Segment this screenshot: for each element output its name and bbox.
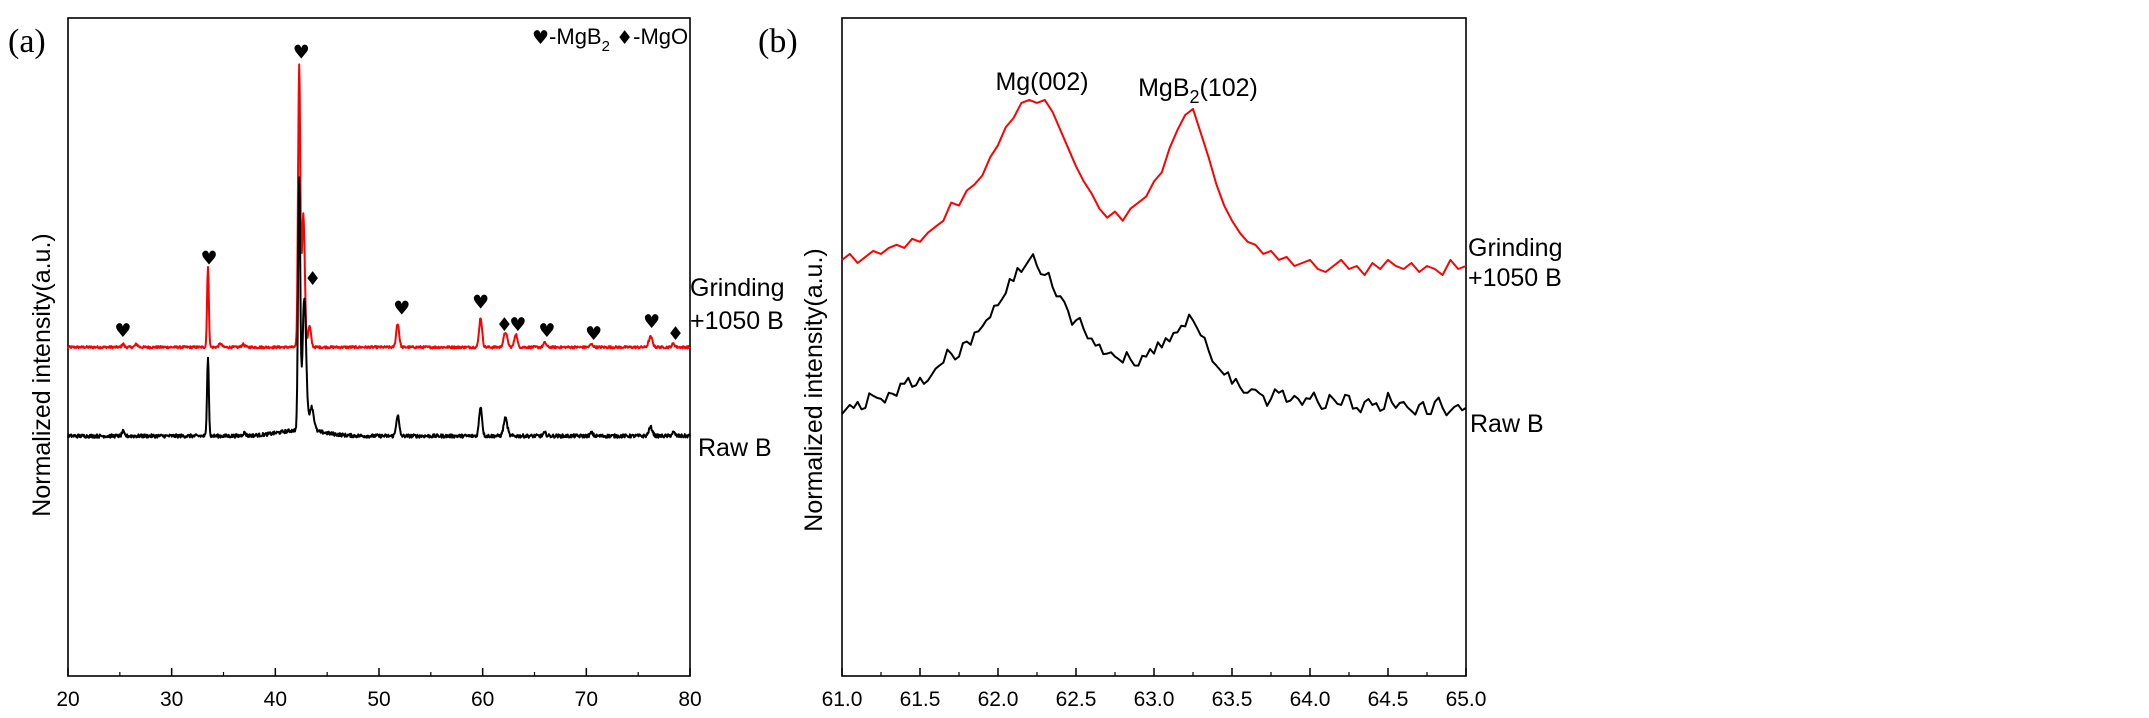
panel-b-label: (b) (758, 23, 798, 60)
panel-b-plot-frame (841, 17, 1467, 677)
x-tick-label: 64.5 (1368, 688, 1409, 711)
heart-icon: ♥ (293, 42, 310, 64)
diamond-icon: ♦ (616, 27, 633, 49)
x-tick-label: 63.0 (1134, 688, 1175, 711)
series-label-raw: Raw B (698, 434, 772, 462)
series-line-grinding (841, 98, 1467, 276)
panel-a-peak-markers: ♥♥♥♦♥ ♥♦♥ ♥ ♥♥♦ (114, 42, 684, 345)
x-tick-label: 40 (264, 688, 287, 711)
x-tick-label: 60 (471, 688, 494, 711)
annotation-mg002: Mg(002) (995, 68, 1088, 96)
heart-icon: ♥ (532, 27, 549, 49)
diamond-icon: ♦ (667, 323, 684, 345)
panel-b-ylabel: Normalized intensity(a.u.) (800, 248, 828, 531)
panel-a-x-ticks: 20 30 40 50 60 70 80 (56, 668, 702, 711)
x-tick-label: 62.0 (978, 688, 1019, 711)
x-tick-label: 62.5 (1056, 688, 1097, 711)
heart-icon: ♥ (114, 320, 131, 342)
panel-b-chart: (b) Normalized intensity(a.u.) 61.0 61.5 6… (758, 17, 1563, 711)
panel-a-series (67, 63, 691, 439)
panel-b-annotations: Mg(002) MgB2(102) (995, 68, 1257, 107)
series-line-raw (67, 176, 691, 439)
diamond-icon: ♦ (496, 314, 513, 336)
panel-a-chart: (a) Normalized intensity(a.u.) 20 30 40 50 6… (8, 17, 785, 711)
x-tick-label: 80 (678, 688, 701, 711)
x-tick-label: 70 (575, 688, 598, 711)
x-tick-label: 50 (367, 688, 390, 711)
heart-icon: ♥ (200, 247, 217, 269)
series-line-raw (841, 253, 1467, 417)
x-tick-label: 63.5 (1212, 688, 1253, 711)
panel-a-label: (a) (8, 23, 46, 60)
x-tick-label: 65.0 (1446, 688, 1487, 711)
series-label-b-grinding-line2: +1050 B (1468, 264, 1562, 292)
panel-b-series-labels: Grinding +1050 B Raw B (1468, 234, 1563, 438)
x-tick-label: 61.0 (822, 688, 863, 711)
legend-mgb2: ♥-MgB2 ♦-MgO (532, 24, 688, 55)
panel-a-ylabel: Normalized intensity(a.u.) (28, 233, 56, 516)
panel-b-x-ticks: 61.0 61.5 62.0 62.5 63.0 63.5 64.0 64.5 65.0 (822, 668, 1487, 711)
x-tick-label: 64.0 (1290, 688, 1331, 711)
heart-icon: ♥ (509, 314, 526, 336)
annotation-mgb2-102: MgB2(102) (1138, 74, 1258, 107)
series-label-grinding-line2: +1050 B (690, 307, 784, 335)
panel-a-series-labels: Grinding +1050 B Raw B (690, 274, 785, 462)
x-tick-label: 20 (56, 688, 79, 711)
heart-icon: ♥ (472, 292, 489, 314)
series-label-b-raw: Raw B (1470, 410, 1544, 438)
series-line-grinding (67, 63, 691, 350)
heart-icon: ♥ (643, 311, 660, 333)
panel-a-legend: ♥-MgB2 ♦-MgO (532, 24, 688, 55)
heart-icon: ♥ (538, 320, 555, 342)
heart-icon: ♥ (393, 298, 410, 320)
heart-icon: ♥ (585, 323, 602, 345)
series-label-grinding-line1: Grinding (690, 274, 785, 302)
x-tick-label: 61.5 (900, 688, 941, 711)
diamond-icon: ♦ (304, 268, 321, 290)
series-label-b-grinding-line1: Grinding (1468, 234, 1563, 262)
panel-b-series (841, 98, 1467, 417)
x-tick-label: 30 (160, 688, 183, 711)
